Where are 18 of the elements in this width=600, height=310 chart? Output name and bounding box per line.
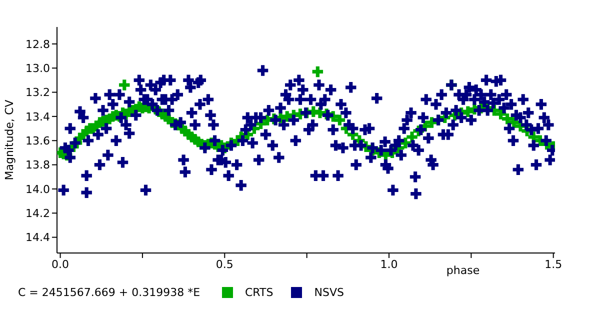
- y-axis-title: Magnitude, CV: [2, 99, 16, 180]
- y-tick-label: 14.2: [26, 207, 50, 220]
- x-tick-label: 0.0: [52, 258, 70, 271]
- legend-label: NSVS: [314, 286, 344, 299]
- y-tick-label: 14.0: [26, 182, 50, 196]
- x-tick-label: 0.5: [216, 258, 234, 271]
- y-tick-label: 13.0: [26, 62, 50, 75]
- y-tick-label: 13.8: [26, 158, 50, 172]
- x-tick-label: 1.0: [380, 258, 398, 271]
- y-tick-label: 13.6: [26, 134, 50, 148]
- y-tick-label: 13.2: [26, 86, 50, 100]
- legend-label: CRTS: [245, 286, 274, 299]
- y-tick-label: 12.8: [26, 38, 50, 51]
- x-tick-label: 1.5: [544, 258, 562, 271]
- x-axis-title: phase: [446, 264, 480, 277]
- text: C = 2451567.669 + 0.319938 *E: [18, 286, 200, 299]
- y-tick-label: 13.4: [26, 110, 50, 124]
- y-tick-label: 14.4: [26, 231, 50, 244]
